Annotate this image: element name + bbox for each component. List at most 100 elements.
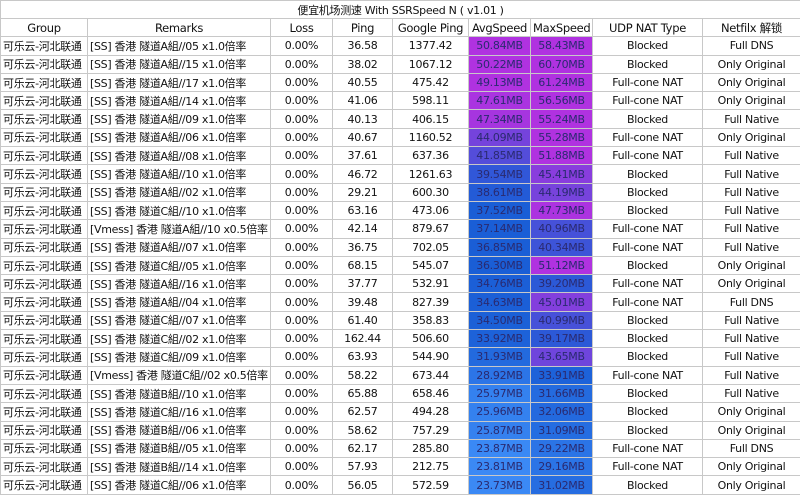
cell-avg-speed: 25.87MB [468, 420, 531, 440]
cell-google-ping: 879.67 [392, 219, 469, 239]
cell-loss: 0.00% [270, 200, 333, 221]
cell-avg-speed: 41.85MB [468, 146, 531, 166]
cell-ping: 62.17 [332, 438, 393, 459]
table-row: 可乐云-河北联通 [SS] 香港 隧道A組//10 x1.0倍率 0.00% 46.7… [0, 164, 800, 184]
cell-max-speed: 55.28MB [530, 127, 593, 148]
cell-ping: 62.57 [332, 402, 393, 422]
cell-google-ping: 285.80 [392, 438, 469, 459]
cell-google-ping: 358.83 [392, 310, 469, 331]
cell-udp-nat-type: Blocked [592, 255, 703, 276]
cell-remarks: [SS] 香港 隧道A組//17 x1.0倍率 [87, 72, 271, 93]
cell-ping: 40.13 [332, 109, 393, 129]
cell-ping: 63.16 [332, 200, 393, 221]
cell-max-speed: 60.70MB [530, 54, 593, 74]
cell-netflix-unlock: Full Native [701, 182, 800, 202]
cell-group: 可乐云-河北联通 [0, 475, 88, 495]
header-remarks: Remarks [87, 17, 271, 38]
cell-max-speed: 40.34MB [530, 237, 593, 257]
cell-loss: 0.00% [270, 402, 333, 422]
cell-loss: 0.00% [270, 347, 333, 367]
cell-loss: 0.00% [270, 237, 333, 257]
cell-ping: 56.05 [332, 475, 393, 495]
cell-ping: 39.48 [332, 292, 393, 312]
cell-netflix-unlock: Only Original [701, 420, 800, 440]
cell-remarks: [SS] 香港 隧道A組//15 x1.0倍率 [87, 54, 271, 74]
cell-avg-speed: 38.61MB [468, 182, 531, 202]
cell-google-ping: 827.39 [392, 292, 469, 312]
table-row: 可乐云-河北联通 [SS] 香港 隧道A組//15 x1.0倍率 0.00% 38.0… [0, 54, 800, 74]
cell-remarks: [SS] 香港 隧道A組//05 x1.0倍率 [87, 36, 271, 56]
table-row: 可乐云-河北联通 [SS] 香港 隧道C組//07 x1.0倍率 0.00% 61.4… [0, 310, 800, 331]
cell-avg-speed: 23.87MB [468, 438, 531, 459]
cell-udp-nat-type: Blocked [592, 200, 703, 221]
cell-udp-nat-type: Full-cone NAT [592, 457, 703, 477]
table-row: 可乐云-河北联通 [SS] 香港 隧道B組//14 x1.0倍率 0.00% 57.9… [0, 457, 800, 477]
cell-avg-speed: 25.96MB [468, 402, 531, 422]
table-row: 可乐云-河北联通 [SS] 香港 隧道A組//04 x1.0倍率 0.00% 39.4… [0, 292, 800, 312]
cell-avg-speed: 34.63MB [468, 292, 531, 312]
cell-remarks: [SS] 香港 隧道C組//06 x1.0倍率 [87, 475, 271, 495]
table-row: 可乐云-河北联通 [SS] 香港 隧道C組//09 x1.0倍率 0.00% 63.9… [0, 347, 800, 367]
table-row: 可乐云-河北联通 [SS] 香港 隧道A組//09 x1.0倍率 0.00% 40.1… [0, 109, 800, 129]
cell-udp-nat-type: Full-cone NAT [592, 127, 703, 148]
cell-remarks: [SS] 香港 隧道A組//14 x1.0倍率 [87, 91, 271, 111]
cell-avg-speed: 47.61MB [468, 91, 531, 111]
header-udp-nat-type: UDP NAT Type [592, 17, 703, 38]
cell-udp-nat-type: Blocked [592, 54, 703, 74]
cell-ping: 40.67 [332, 127, 393, 148]
cell-google-ping: 1067.12 [392, 54, 469, 74]
cell-netflix-unlock: Full Native [701, 146, 800, 166]
table-row: 可乐云-河北联通 [SS] 香港 隧道A組//16 x1.0倍率 0.00% 37.7… [0, 274, 800, 294]
cell-remarks: [SS] 香港 隧道A組//10 x1.0倍率 [87, 164, 271, 184]
cell-ping: 57.93 [332, 457, 393, 477]
cell-ping: 41.06 [332, 91, 393, 111]
cell-remarks: [SS] 香港 隧道A組//04 x1.0倍率 [87, 292, 271, 312]
cell-udp-nat-type: Blocked [592, 310, 703, 331]
cell-ping: 65.88 [332, 383, 393, 404]
cell-max-speed: 31.02MB [530, 475, 593, 495]
cell-group: 可乐云-河北联通 [0, 237, 88, 257]
header-max-speed: MaxSpeed [530, 17, 593, 38]
cell-netflix-unlock: Only Original [701, 54, 800, 74]
cell-ping: 37.61 [332, 146, 393, 166]
cell-max-speed: 40.96MB [530, 219, 593, 239]
cell-netflix-unlock: Full Native [701, 109, 800, 129]
cell-udp-nat-type: Blocked [592, 182, 703, 202]
cell-udp-nat-type: Full-cone NAT [592, 91, 703, 111]
cell-google-ping: 702.05 [392, 237, 469, 257]
cell-max-speed: 45.01MB [530, 292, 593, 312]
cell-loss: 0.00% [270, 109, 333, 129]
cell-google-ping: 757.29 [392, 420, 469, 440]
cell-netflix-unlock: Only Original [701, 127, 800, 148]
cell-group: 可乐云-河北联通 [0, 347, 88, 367]
header-avg-speed: AvgSpeed [468, 17, 531, 38]
cell-ping: 61.40 [332, 310, 393, 331]
cell-ping: 68.15 [332, 255, 393, 276]
cell-group: 可乐云-河北联通 [0, 292, 88, 312]
cell-udp-nat-type: Full-cone NAT [592, 438, 703, 459]
cell-remarks: [SS] 香港 隧道A組//07 x1.0倍率 [87, 237, 271, 257]
cell-google-ping: 494.28 [392, 402, 469, 422]
cell-group: 可乐云-河北联通 [0, 457, 88, 477]
cell-google-ping: 1261.63 [392, 164, 469, 184]
cell-avg-speed: 25.97MB [468, 383, 531, 404]
cell-google-ping: 473.06 [392, 200, 469, 221]
cell-group: 可乐云-河北联通 [0, 36, 88, 56]
cell-netflix-unlock: Full Native [701, 365, 800, 385]
cell-avg-speed: 23.73MB [468, 475, 531, 495]
cell-ping: 58.62 [332, 420, 393, 440]
header-loss: Loss [270, 17, 333, 38]
cell-max-speed: 44.19MB [530, 182, 593, 202]
cell-loss: 0.00% [270, 91, 333, 111]
cell-udp-nat-type: Blocked [592, 475, 703, 495]
cell-loss: 0.00% [270, 182, 333, 202]
cell-google-ping: 532.91 [392, 274, 469, 294]
cell-loss: 0.00% [270, 438, 333, 459]
cell-max-speed: 40.99MB [530, 310, 593, 331]
cell-netflix-unlock: Only Original [701, 72, 800, 93]
cell-remarks: [SS] 香港 隧道A組//08 x1.0倍率 [87, 146, 271, 166]
cell-udp-nat-type: Full-cone NAT [592, 292, 703, 312]
table-row: 可乐云-河北联通 [Vmess] 香港 隧道A組//10 x0.5倍率 0.00% 4… [0, 219, 800, 239]
cell-udp-nat-type: Full-cone NAT [592, 274, 703, 294]
cell-remarks: [SS] 香港 隧道C組//09 x1.0倍率 [87, 347, 271, 367]
